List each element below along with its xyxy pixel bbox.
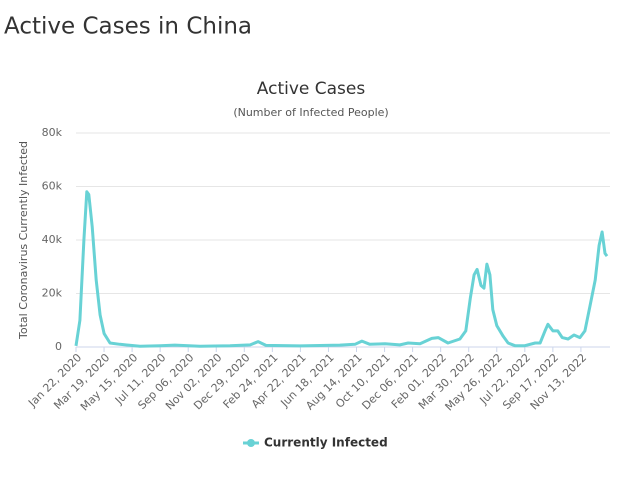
- y-tick-label: 20k: [42, 287, 63, 300]
- y-tick-label: 80k: [42, 126, 63, 139]
- chart-subtitle: (Number of Infected People): [233, 106, 388, 119]
- y-tick-label: 40k: [42, 233, 63, 246]
- y-tick-label: 60k: [42, 180, 63, 193]
- y-axis-label: Total Coronavirus Currently Infected: [17, 141, 30, 340]
- legend-label[interactable]: Currently Infected: [264, 436, 388, 450]
- legend-marker: [247, 439, 255, 447]
- chart-title: Active Cases: [257, 79, 366, 99]
- page-title: Active Cases in China: [4, 14, 252, 40]
- data-line: [74, 190, 609, 348]
- y-tick-label: 0: [55, 340, 62, 353]
